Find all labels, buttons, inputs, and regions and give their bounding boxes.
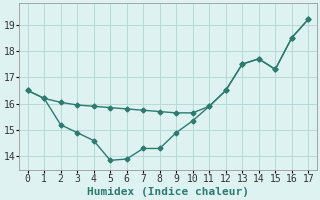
X-axis label: Humidex (Indice chaleur): Humidex (Indice chaleur)	[87, 186, 249, 197]
